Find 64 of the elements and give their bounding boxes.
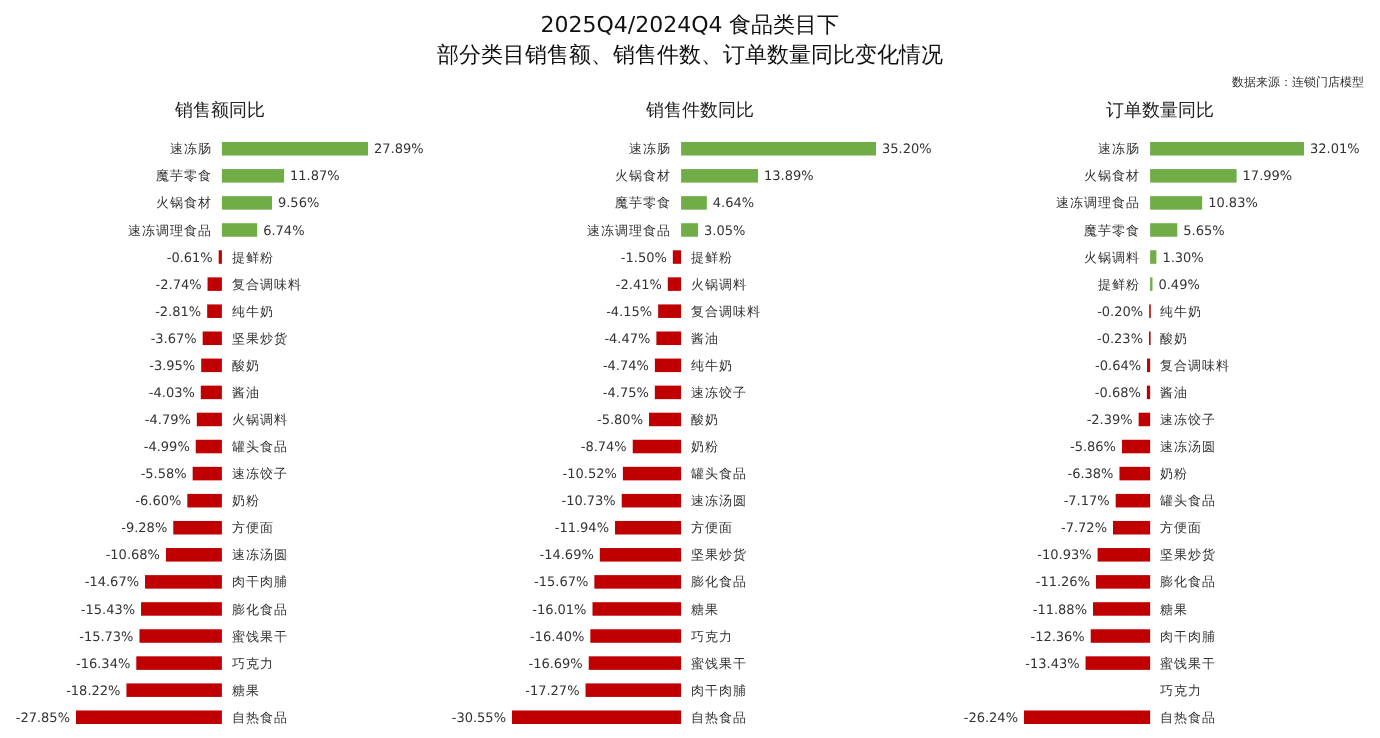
bar (585, 683, 682, 697)
text: 部分类目销售额、销售件数、订单数量同比变化情况 (437, 42, 943, 68)
bar (1150, 223, 1178, 237)
bar (195, 439, 222, 454)
bar (649, 412, 682, 427)
bar (1093, 602, 1151, 616)
bar (632, 439, 682, 454)
bar (1115, 493, 1151, 508)
bar (656, 331, 682, 346)
bar (621, 493, 682, 508)
bar (590, 629, 682, 643)
bar (654, 358, 682, 373)
bar (221, 142, 368, 156)
bar (1119, 466, 1151, 481)
bar (76, 710, 222, 724)
chart-title: 销售件数同比 (644, 100, 754, 122)
chart-title: 订单数量同比 (1106, 100, 1214, 122)
bar (1150, 142, 1304, 156)
bar (1150, 169, 1237, 183)
bar (192, 466, 222, 481)
bar (681, 142, 876, 156)
bar (136, 656, 222, 670)
bar (1024, 710, 1151, 724)
chart-title: 销售额同比 (173, 100, 265, 122)
bar (622, 466, 682, 481)
bar (200, 385, 222, 400)
bar (1090, 629, 1151, 643)
bar (588, 656, 682, 670)
bar (672, 250, 682, 264)
bar (681, 223, 699, 237)
bar (201, 358, 222, 373)
bar (667, 277, 682, 291)
bar (145, 575, 222, 589)
bar (681, 196, 707, 210)
bar (615, 520, 682, 535)
bar (594, 575, 682, 589)
bar (654, 385, 682, 400)
bar (658, 304, 682, 318)
bar (221, 169, 285, 183)
bar (202, 331, 222, 346)
bar (221, 223, 258, 237)
bar (139, 629, 222, 643)
bar (592, 602, 682, 616)
bar (1085, 656, 1151, 670)
bar (1097, 548, 1151, 562)
bar (1096, 575, 1151, 589)
bar (221, 196, 272, 210)
bar (173, 520, 222, 535)
bar (165, 548, 222, 562)
bar (1150, 196, 1203, 210)
bar (681, 169, 759, 183)
bar (207, 304, 222, 318)
bar (196, 412, 222, 427)
bar (1121, 439, 1151, 454)
bar (187, 493, 222, 508)
bar (1113, 520, 1151, 535)
bar (1138, 412, 1151, 427)
bar (1150, 250, 1157, 264)
bar (141, 602, 222, 616)
bar (512, 710, 682, 724)
text: 2025Q4/2024Q4 食品类目下 (540, 12, 840, 38)
bar (599, 548, 682, 562)
bar (126, 683, 222, 697)
bar (207, 277, 222, 291)
